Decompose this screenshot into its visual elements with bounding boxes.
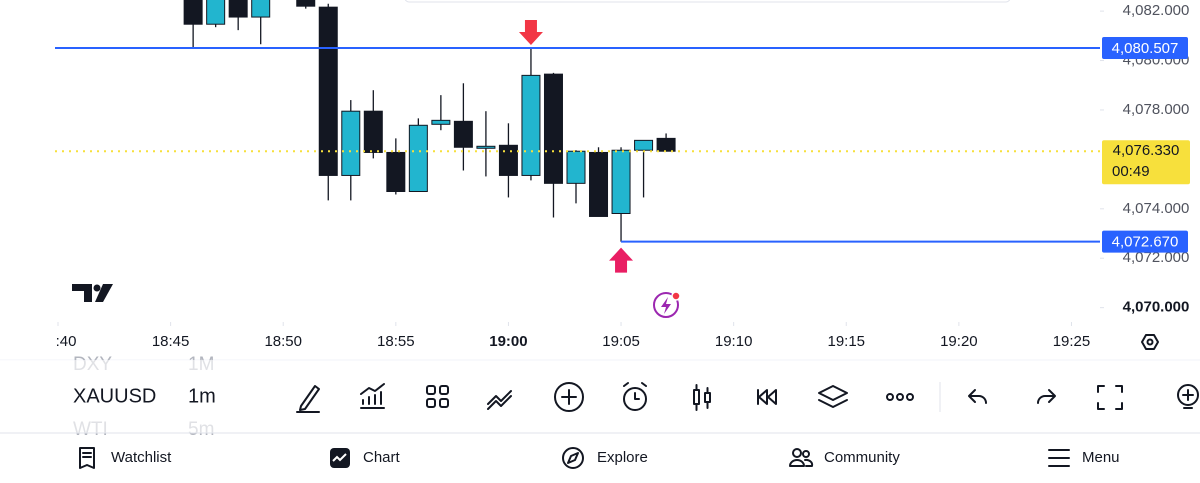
- candle-body: [611, 149, 631, 214]
- x-tick-label: 19:15: [827, 333, 865, 350]
- chart-type-tool[interactable]: [693, 384, 711, 411]
- nav-community[interactable]: Community: [789, 448, 900, 467]
- templates-tool[interactable]: [426, 385, 449, 408]
- compare-tool[interactable]: [487, 390, 512, 410]
- nav-watchlist[interactable]: Watchlist: [79, 447, 172, 469]
- x-tick-label: :40: [56, 333, 77, 350]
- nav-label[interactable]: Watchlist: [111, 449, 172, 466]
- candle-body: [408, 124, 428, 193]
- candle-body: [589, 151, 609, 217]
- logo: [72, 284, 113, 302]
- last-price-label: 4,076.330: [1113, 142, 1180, 159]
- symbol[interactable]: XAUUSD: [73, 385, 156, 407]
- x-tick-label: 19:05: [602, 333, 640, 350]
- popup-edge: [404, 0, 1011, 3]
- candle-body: [341, 110, 361, 176]
- price-badge: [1102, 230, 1188, 253]
- y-tick-label: 4,078.000: [1123, 101, 1190, 118]
- candle-body: [318, 6, 338, 176]
- x-tick-label: 18:55: [377, 333, 415, 350]
- replay-tool[interactable]: [757, 389, 777, 405]
- y-tick-label: 4,074.000: [1123, 200, 1190, 217]
- candle-body: [363, 110, 383, 153]
- x-tick-label: 19:25: [1053, 333, 1091, 350]
- candle-body: [476, 145, 496, 149]
- bottom-nav: Watchlist Chart Explore Community Menu: [79, 447, 1120, 469]
- ideas[interactable]: [1177, 384, 1199, 409]
- x-tick-label: 19:10: [715, 333, 753, 350]
- interval[interactable]: 1m: [188, 385, 216, 407]
- candle-body: [498, 144, 518, 176]
- candle-body: [206, 0, 226, 25]
- buy-arrow: [609, 247, 634, 273]
- x-tick-label: 19:20: [940, 333, 978, 350]
- axes: 4,082.0004,080.0004,078.0004,074.0004,07…: [55, 2, 1190, 350]
- candle-body: [386, 151, 406, 193]
- sell-arrow: [518, 20, 543, 46]
- settings-icon[interactable]: [1141, 334, 1159, 350]
- candle-body: [634, 139, 654, 151]
- candle-body: [566, 150, 586, 184]
- x-tick-label: 18:50: [264, 333, 302, 350]
- layers-tool[interactable]: [818, 385, 848, 408]
- candle-body: [431, 119, 451, 125]
- redo[interactable]: [1037, 389, 1056, 404]
- draw-tool[interactable]: [296, 385, 320, 413]
- candle-body: [656, 137, 676, 152]
- nav-menu[interactable]: Menu: [1048, 449, 1120, 467]
- nav-chart[interactable]: Chart: [330, 448, 401, 468]
- toolbar: DXY 1M XAUUSD 1m WTI 5m: [0, 354, 1199, 440]
- nav-label[interactable]: Explore: [597, 449, 648, 466]
- y-tick-label: 4,082.000: [1123, 2, 1190, 19]
- last-price-badge: [1102, 140, 1190, 185]
- candle-body: [296, 0, 316, 7]
- fullscreen[interactable]: [1097, 385, 1123, 410]
- y-tick-label: 4,072.000: [1123, 249, 1190, 266]
- price-badge-label: 4,080.507: [1112, 40, 1179, 57]
- price-badge-label: 4,072.670: [1112, 234, 1179, 251]
- alert-icon: [653, 291, 681, 318]
- alert-tool[interactable]: [623, 382, 647, 411]
- candle-body: [521, 74, 541, 176]
- candle-body: [453, 120, 473, 148]
- nav-explore[interactable]: Explore: [562, 447, 648, 469]
- undo[interactable]: [968, 389, 987, 404]
- candle-body: [228, 0, 248, 18]
- x-tick-label: 18:45: [152, 333, 190, 350]
- countdown: 00:49: [1112, 163, 1150, 180]
- candle-body: [251, 0, 271, 18]
- candle-body: [543, 73, 563, 184]
- fade: [0, 420, 260, 433]
- x-tick-label: 19:00: [489, 333, 527, 350]
- indicators-tool[interactable]: [360, 383, 385, 409]
- nav-label[interactable]: Menu: [1082, 449, 1120, 466]
- nav-label[interactable]: Chart: [363, 449, 401, 466]
- fade: [0, 360, 260, 370]
- add-tool[interactable]: [554, 382, 584, 412]
- more-tool[interactable]: [886, 393, 914, 401]
- y-tick-label: 4,070.000: [1123, 299, 1190, 316]
- candle-body: [183, 0, 203, 25]
- price-badge: [1102, 37, 1188, 60]
- nav-label[interactable]: Community: [824, 449, 900, 466]
- plot-area: [183, 0, 676, 242]
